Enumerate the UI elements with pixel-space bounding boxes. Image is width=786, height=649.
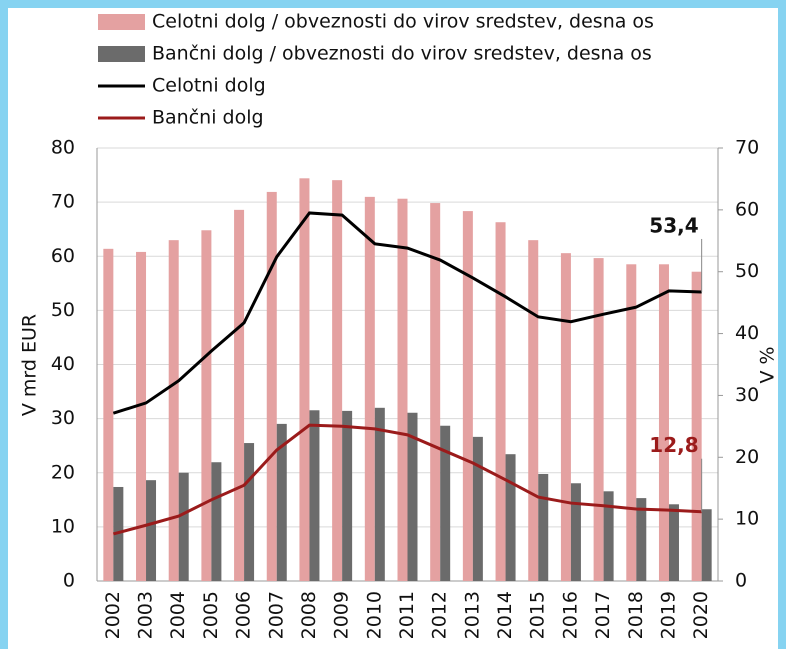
x-tick-label: 2013: [461, 591, 483, 639]
x-tick-label: 2020: [690, 591, 712, 639]
bar: [658, 264, 669, 581]
bar: [103, 248, 114, 581]
x-tick-label: 2008: [298, 591, 320, 639]
value-label: 53,4: [649, 213, 698, 237]
y2-tick-label: 20: [735, 446, 759, 468]
bar: [211, 462, 222, 581]
x-tick-label: 2018: [625, 591, 647, 639]
line: [112, 211, 702, 415]
y-tick-label: 80: [51, 137, 75, 159]
value-label: 12,8: [649, 433, 698, 457]
legend-label: Celotni dolg: [152, 75, 266, 97]
y-tick-label: 60: [51, 245, 75, 267]
y2-tick-label: 70: [735, 137, 759, 159]
y-tick-label: 10: [51, 515, 75, 537]
bar: [364, 196, 375, 582]
y-tick-label: 0: [63, 570, 75, 592]
bar: [244, 443, 255, 581]
bar: [299, 178, 310, 581]
x-tick-label: 2007: [265, 591, 287, 639]
bar: [332, 180, 343, 581]
bar: [528, 240, 539, 581]
bar: [136, 251, 147, 582]
bar: [309, 410, 320, 581]
y2-tick-label: 50: [735, 260, 759, 282]
x-tick-label: 2004: [167, 591, 189, 639]
x-tick-label: 2006: [233, 591, 255, 639]
y-axis-title: V mrd EUR: [19, 314, 41, 416]
bar: [495, 222, 506, 581]
bar: [430, 203, 441, 581]
legend-swatch: [98, 14, 145, 30]
bar: [168, 240, 179, 581]
x-tick-label: 2017: [592, 591, 614, 639]
legend-label: Celotni dolg / obveznosti do virov sreds…: [152, 11, 654, 33]
bar: [397, 198, 408, 582]
bar: [234, 209, 245, 581]
x-tick-label: 2010: [363, 591, 385, 639]
x-tick-label: 2019: [657, 591, 679, 639]
x-tick-label: 2012: [429, 591, 451, 639]
y-tick-label: 30: [51, 407, 75, 429]
x-tick-label: 2015: [527, 591, 549, 639]
bar: [603, 491, 614, 581]
bar: [146, 480, 157, 581]
y2-tick-label: 60: [735, 198, 759, 220]
y2-tick-label: 0: [735, 570, 747, 592]
bar: [276, 423, 287, 581]
bar: [505, 454, 516, 581]
x-tick-label: 2003: [135, 591, 157, 639]
legend-label: Bančni dolg: [152, 107, 264, 129]
bar: [266, 191, 277, 581]
bar: [570, 483, 581, 581]
y2-tick-label: 30: [735, 384, 759, 406]
bar: [626, 264, 637, 581]
bar: [691, 271, 702, 581]
bar: [701, 509, 712, 581]
x-tick-label: 2016: [559, 591, 581, 639]
bar: [472, 436, 483, 581]
bar: [178, 472, 189, 581]
x-tick-label: 2009: [331, 591, 353, 639]
y-tick-label: 50: [51, 299, 75, 321]
bar: [374, 407, 385, 581]
x-tick-label: 2005: [200, 591, 222, 639]
x-tick-label: 2002: [102, 591, 124, 639]
bar: [440, 425, 451, 581]
y2-axis-title: V %: [757, 346, 779, 383]
bar: [462, 211, 473, 581]
y2-tick-label: 40: [735, 322, 759, 344]
y-tick-label: 40: [51, 353, 75, 375]
bar: [593, 258, 604, 581]
y-tick-label: 20: [51, 461, 75, 483]
legend-label: Bančni dolg / obveznosti do virov sredst…: [152, 43, 652, 65]
bar: [668, 504, 679, 581]
bar: [636, 498, 647, 581]
y-tick-label: 70: [51, 191, 75, 213]
x-tick-label: 2014: [494, 591, 516, 639]
bar: [407, 412, 418, 581]
x-tick-label: 2011: [396, 591, 418, 639]
legend-swatch: [98, 46, 145, 62]
bar: [342, 410, 353, 581]
y2-tick-label: 10: [735, 508, 759, 530]
bar: [560, 253, 571, 581]
bar: [538, 473, 549, 581]
line: [112, 423, 702, 536]
bar: [201, 230, 212, 581]
